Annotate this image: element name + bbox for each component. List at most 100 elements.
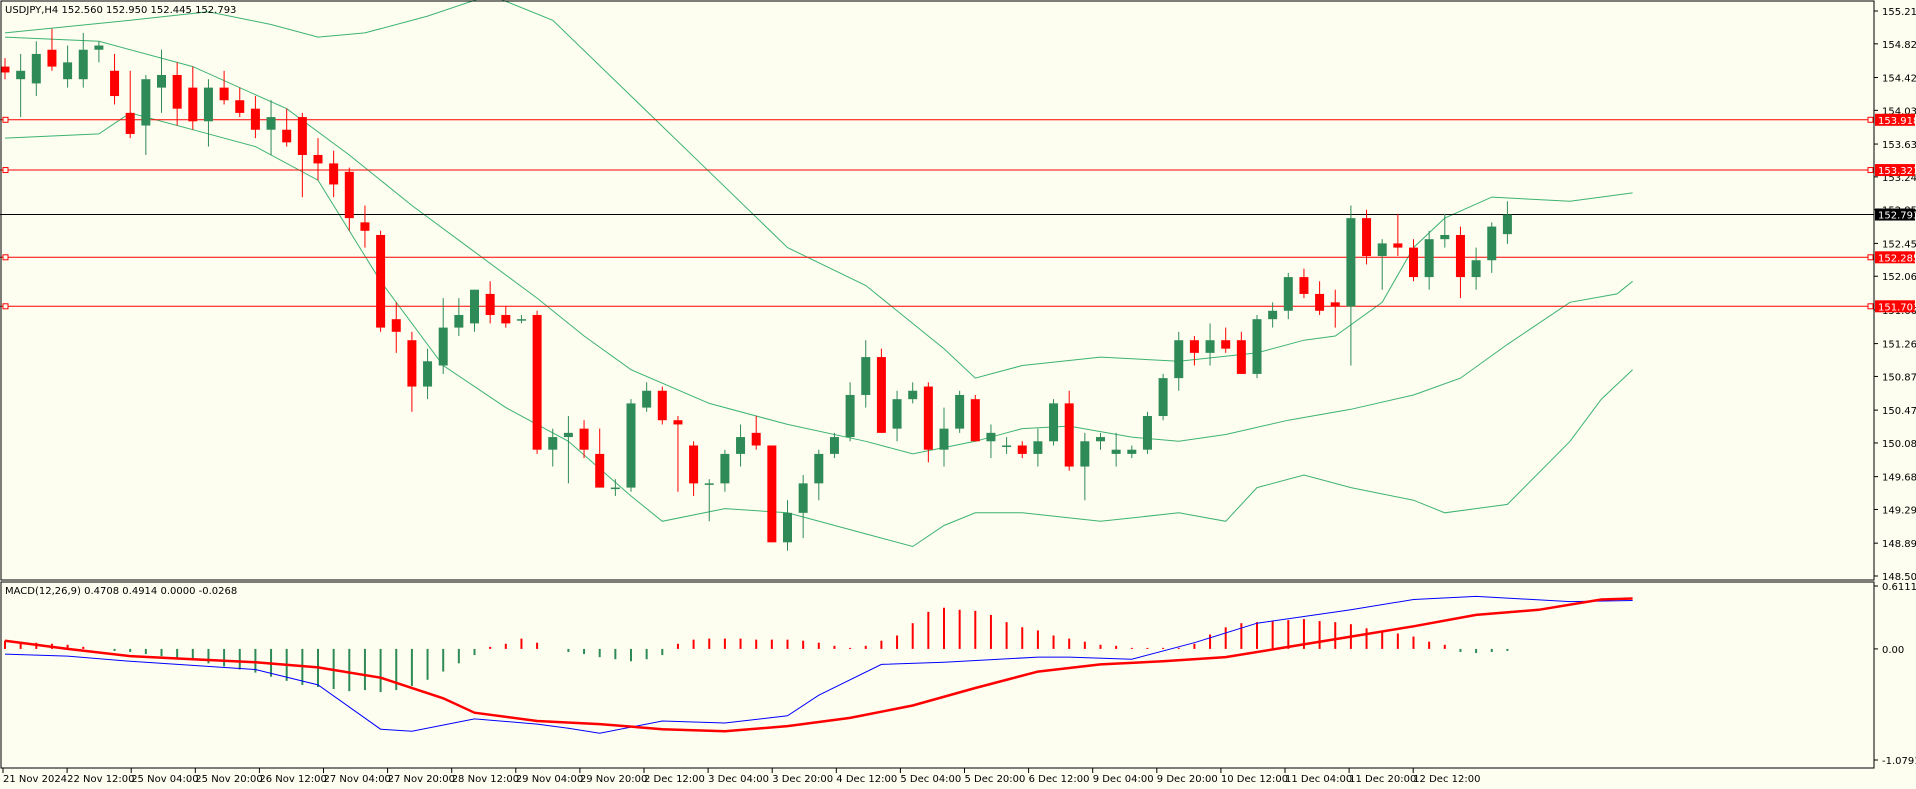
candle-body <box>610 487 620 490</box>
candle-body <box>1002 445 1012 447</box>
time-axis-label: 25 Nov 20:00 <box>195 774 262 785</box>
candle <box>250 96 260 139</box>
candle-body <box>235 100 245 113</box>
candle-body <box>125 112 135 134</box>
candle <box>548 428 558 467</box>
time-axis-label: 12 Dec 12:00 <box>1413 774 1480 785</box>
candle-body <box>595 453 605 488</box>
candle <box>47 28 57 71</box>
price-axis-label: 153.630 <box>1882 140 1916 151</box>
candle <box>1393 213 1403 257</box>
candle-body <box>313 154 323 164</box>
time-axis-label: 2 Dec 12:00 <box>644 774 705 785</box>
candle <box>16 53 26 118</box>
time-axis-label: 9 Dec 20:00 <box>1157 774 1218 785</box>
price-level-marker <box>2 303 9 310</box>
candle-body <box>814 453 824 484</box>
candle <box>861 340 871 408</box>
candle-body <box>986 432 996 442</box>
candle-body <box>297 117 307 155</box>
candle <box>438 298 448 374</box>
candle-body <box>282 129 292 143</box>
candle-body <box>78 49 88 80</box>
price-axis-label: 154.420 <box>1882 74 1916 85</box>
candle <box>1455 226 1465 299</box>
candle-body <box>1409 247 1418 278</box>
candle-body <box>1127 449 1137 454</box>
candle <box>1377 239 1387 290</box>
candle-body <box>704 483 714 485</box>
candle-body <box>720 453 730 484</box>
candle <box>845 382 855 442</box>
time-axis-label: 27 Nov 04:00 <box>324 774 391 785</box>
candle <box>1017 441 1027 459</box>
candle-body <box>626 403 636 488</box>
price-axis-label: 150.870 <box>1882 372 1916 383</box>
price-panel-border <box>0 0 1875 581</box>
candle-body <box>1424 239 1434 278</box>
candle <box>1111 432 1121 467</box>
time-axis-label: 3 Dec 04:00 <box>708 774 769 785</box>
candle <box>1283 272 1293 320</box>
candle <box>970 394 980 442</box>
macd-axis-label: 0.00 <box>1882 645 1904 656</box>
candle <box>235 87 245 118</box>
candle-body <box>1080 441 1090 467</box>
candle-body <box>532 314 542 450</box>
price-axis-label: 149.680 <box>1882 473 1916 484</box>
candle <box>1096 432 1105 450</box>
price-level-label: 152.285 <box>1878 253 1916 264</box>
candle-body <box>219 87 229 101</box>
candle-body <box>1064 403 1074 467</box>
candle <box>814 449 824 501</box>
candle-body <box>360 222 370 231</box>
candle-body <box>16 70 26 80</box>
candle-body <box>423 361 433 387</box>
candle <box>1002 437 1012 454</box>
time-axis-label: 25 Nov 04:00 <box>131 774 198 785</box>
candle <box>1440 213 1450 248</box>
candle <box>1205 323 1215 366</box>
candle-body <box>563 432 573 438</box>
candle <box>172 62 182 126</box>
candle-body <box>1299 277 1309 294</box>
candle-body <box>783 512 792 543</box>
time-axis-label: 29 Nov 20:00 <box>580 774 647 785</box>
candle <box>720 449 730 492</box>
candle-body <box>329 163 339 185</box>
candle <box>423 348 433 400</box>
time-axis-label: 5 Dec 04:00 <box>900 774 961 785</box>
candle <box>532 310 542 454</box>
candle <box>939 407 949 467</box>
candle <box>94 41 104 63</box>
candle <box>579 420 589 459</box>
bollinger-upper-band <box>4 0 1633 379</box>
candle-body <box>1142 416 1152 450</box>
price-level-marker <box>1867 116 1874 123</box>
candle <box>78 32 88 88</box>
candle-body <box>516 319 526 321</box>
price-level-badge <box>1875 113 1915 126</box>
candle <box>141 74 151 155</box>
candle <box>110 53 120 105</box>
candle <box>1409 239 1418 282</box>
candle-body <box>1221 340 1231 349</box>
candle-body <box>657 390 667 421</box>
candle <box>266 100 276 155</box>
candle <box>876 348 886 433</box>
candle-body <box>485 293 495 315</box>
candle-body <box>1471 260 1481 278</box>
candle-body <box>454 314 464 328</box>
macd-caption: MACD(12,26,9) 0.4708 0.4914 0.0000 -0.02… <box>5 586 237 597</box>
candle <box>157 49 166 113</box>
candle <box>219 70 229 105</box>
candle <box>1033 428 1043 467</box>
candle <box>1142 411 1152 454</box>
candle-body <box>1017 445 1027 454</box>
candle-body <box>1033 441 1043 454</box>
price-level-marker <box>1867 303 1874 310</box>
candle-body <box>673 420 683 425</box>
